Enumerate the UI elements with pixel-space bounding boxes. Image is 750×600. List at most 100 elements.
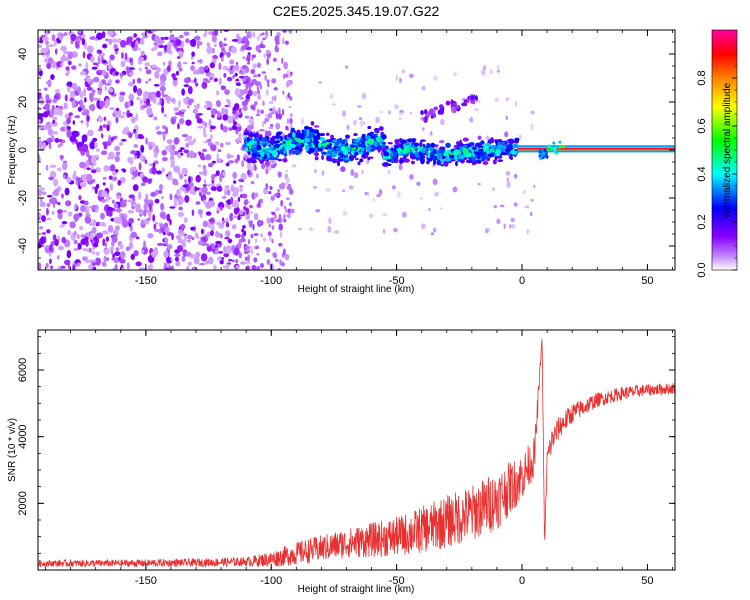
heatmap-cell xyxy=(80,120,84,124)
heatmap-cell xyxy=(361,92,367,100)
heatmap-cell xyxy=(126,36,132,45)
heatmap-cell xyxy=(303,125,310,131)
heatmap-cell xyxy=(423,116,428,124)
heatmap-cell xyxy=(320,151,327,155)
heatmap-cell xyxy=(174,253,181,257)
heatmap-cell xyxy=(286,176,290,184)
heatmap-cell xyxy=(470,116,473,123)
heatmap-cell xyxy=(256,154,262,157)
heatmap-cell xyxy=(51,210,55,215)
heatmap-cell xyxy=(506,181,511,188)
heatmap-cell xyxy=(169,218,172,226)
heatmap-cell xyxy=(187,99,192,106)
heatmap-cell xyxy=(438,104,443,109)
heatmap-cell xyxy=(455,160,458,167)
heatmap-cell xyxy=(382,136,385,140)
heatmap-cell xyxy=(42,36,49,42)
heatmap-cell xyxy=(177,123,180,130)
heatmap-cell xyxy=(220,85,227,91)
heatmap-cell xyxy=(252,104,256,111)
heatmap-cell xyxy=(387,141,393,145)
spectrogram-y-ticks: -40 -20 0 20 40 xyxy=(17,29,675,271)
heatmap-cell xyxy=(144,66,148,70)
heatmap-cell xyxy=(91,89,96,94)
heatmap-cell xyxy=(39,201,46,208)
heatmap-cell xyxy=(241,65,248,70)
heatmap-cell xyxy=(256,252,260,256)
heatmap-cell xyxy=(183,235,187,243)
heatmap-cell xyxy=(456,141,460,146)
heatmap-cell xyxy=(91,226,97,234)
heatmap-cell xyxy=(103,248,111,255)
heatmap-cell xyxy=(95,183,100,189)
heatmap-cell xyxy=(132,184,139,192)
heatmap-cell xyxy=(550,146,554,150)
heatmap-cell xyxy=(444,157,450,162)
heatmap-cell xyxy=(252,223,255,231)
heatmap-cell xyxy=(285,125,289,131)
heatmap-cell xyxy=(79,71,87,76)
heatmap-cell xyxy=(176,188,181,197)
heatmap-cell xyxy=(279,148,284,155)
heatmap-cell xyxy=(275,112,279,120)
heatmap-cell xyxy=(38,97,45,105)
heatmap-cell xyxy=(218,77,222,86)
heatmap-cell xyxy=(115,225,121,231)
heatmap-cell xyxy=(139,153,144,162)
heatmap-cell xyxy=(132,78,135,85)
heatmap-cell xyxy=(430,232,435,236)
heatmap-cell xyxy=(193,138,196,143)
heatmap-cell xyxy=(164,226,170,234)
heatmap-cell xyxy=(265,49,271,55)
heatmap-cell xyxy=(114,52,119,55)
heatmap-cell xyxy=(505,144,511,149)
heatmap-cell xyxy=(131,206,135,210)
heatmap-cell xyxy=(211,249,216,252)
heatmap-cell xyxy=(277,158,282,162)
heatmap-cell xyxy=(420,158,425,165)
heatmap-cell xyxy=(476,100,481,104)
heatmap-cell xyxy=(257,265,260,270)
heatmap-cell xyxy=(113,257,120,264)
heatmap-cell xyxy=(133,128,137,134)
heatmap-cell xyxy=(104,85,108,91)
heatmap-cell xyxy=(247,76,251,83)
heatmap-cell xyxy=(220,56,224,62)
heatmap-cell xyxy=(154,189,159,196)
heatmap-cell xyxy=(130,61,134,66)
spectrogram-y-tick-label: 20 xyxy=(17,96,29,108)
heatmap-cell xyxy=(392,185,396,190)
heatmap-cell xyxy=(239,185,244,188)
heatmap-cell xyxy=(91,66,98,70)
heatmap-cell xyxy=(320,133,325,137)
heatmap-cell xyxy=(357,143,364,148)
heatmap-cell xyxy=(254,245,260,250)
heatmap-cell xyxy=(144,159,148,164)
heatmap-cell xyxy=(111,240,115,247)
spectrogram-x-tick-label: -150 xyxy=(135,275,157,287)
heatmap-cell xyxy=(234,233,241,239)
heatmap-cell xyxy=(209,62,215,69)
heatmap-cell xyxy=(426,160,430,165)
heatmap-cell xyxy=(249,220,253,227)
heatmap-cell xyxy=(268,191,272,195)
heatmap-cell xyxy=(316,132,322,138)
heatmap-cell xyxy=(49,164,57,169)
heatmap-cell xyxy=(175,234,182,240)
heatmap-cell xyxy=(197,240,203,246)
heatmap-cell xyxy=(428,208,431,212)
heatmap-cell xyxy=(288,188,294,195)
heatmap-cell xyxy=(346,124,350,130)
heatmap-cell xyxy=(225,162,230,167)
heatmap-cell xyxy=(45,40,50,44)
heatmap-cell xyxy=(241,193,248,199)
heatmap-cell xyxy=(275,219,281,223)
snr-x-tick-label: -50 xyxy=(389,575,405,587)
colorbar: 0.0 0.2 0.4 0.6 0.8 Normalized spectral ampl… xyxy=(696,29,738,278)
heatmap-cell xyxy=(165,267,170,270)
heatmap-cell xyxy=(61,221,68,225)
heatmap-cell xyxy=(131,203,137,208)
heatmap-cell xyxy=(56,255,60,260)
heatmap-cell xyxy=(289,208,295,214)
heatmap-cell xyxy=(202,164,207,170)
